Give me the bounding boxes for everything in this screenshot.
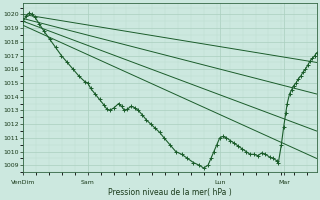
X-axis label: Pression niveau de la mer( hPa ): Pression niveau de la mer( hPa ) <box>108 188 232 197</box>
